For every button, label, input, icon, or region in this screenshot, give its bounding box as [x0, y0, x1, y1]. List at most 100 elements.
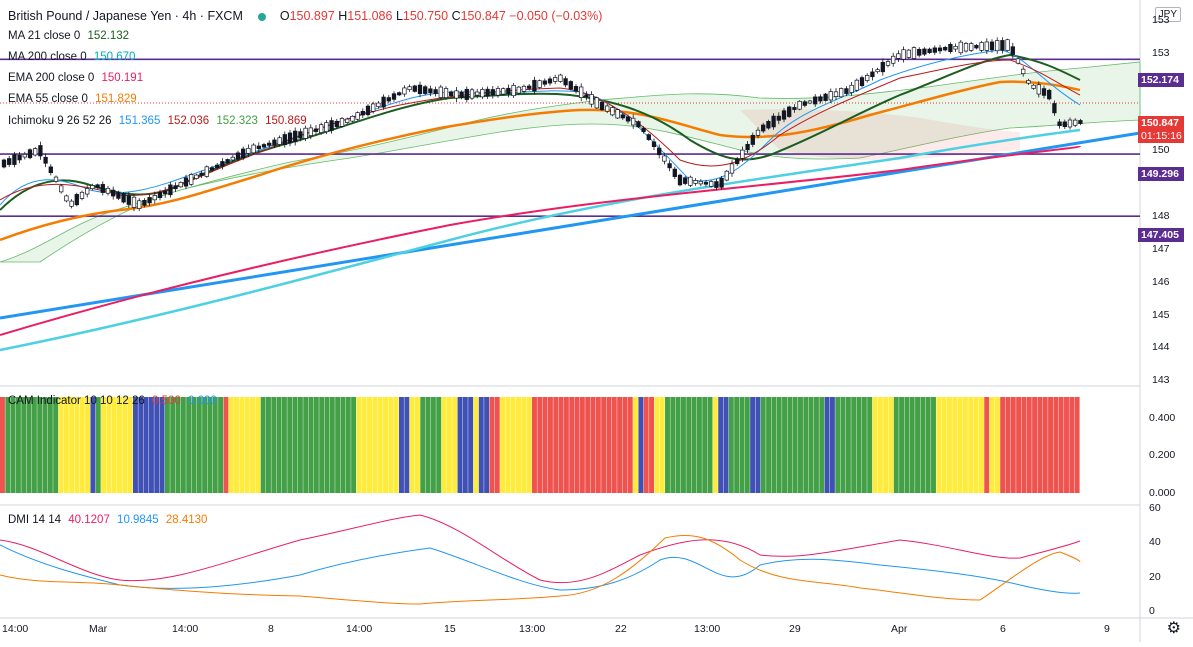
cam-bar: [74, 397, 80, 493]
cam-bar: [1037, 397, 1043, 493]
cam-bar: [851, 397, 857, 493]
candle-body: [963, 43, 969, 52]
candle-body: [1021, 68, 1026, 75]
cam-bar: [899, 397, 905, 493]
candle-body: [423, 86, 428, 94]
cam-bar: [478, 397, 484, 493]
last-price-label: 150.847: [1138, 116, 1184, 130]
cam-bar: [255, 397, 261, 493]
time-tick: 15: [444, 623, 456, 635]
ema200-line: [0, 145, 1081, 336]
candle-body: [360, 110, 365, 116]
dmi-label: DMI 14 14: [8, 514, 62, 526]
cam-bar: [207, 397, 213, 493]
candle-body: [199, 172, 204, 176]
indicator-legend-ma21[interactable]: MA 21 close 0 152.132: [8, 29, 129, 43]
cam-bar: [888, 397, 894, 493]
candle-body: [69, 200, 74, 207]
cam-bar: [271, 397, 277, 493]
cam-bar: [734, 397, 740, 493]
cam-bar: [590, 397, 596, 493]
cam-bar: [345, 397, 351, 493]
cam-bar: [58, 397, 64, 493]
cam-bar: [133, 397, 138, 493]
candle-body: [875, 69, 880, 73]
candle-body: [610, 107, 615, 116]
indicator-name: EMA 200 close 0: [8, 72, 95, 84]
cam-bar: [813, 397, 819, 493]
cam-bar: [234, 397, 240, 493]
candle-body: [1067, 119, 1073, 128]
candle-body: [1010, 46, 1015, 55]
candle-body: [495, 88, 501, 96]
candle-body: [371, 103, 376, 112]
time-tick: 9: [1104, 623, 1110, 635]
cam-bar: [308, 397, 314, 493]
dmi-value: 10.9845: [117, 514, 159, 526]
candle-body: [329, 120, 334, 131]
ohlc-close-label: C: [451, 9, 461, 23]
cam-bar: [606, 397, 612, 493]
cam-bar: [526, 397, 532, 493]
cam-bar: [53, 397, 59, 493]
cam-bar: [452, 397, 458, 493]
cam-bar: [516, 397, 521, 493]
cam-bar: [675, 397, 681, 493]
ohlc-change: −0.050 (−0.03%): [509, 9, 603, 23]
candle-body: [147, 197, 152, 204]
indicator-legend-ma200[interactable]: MA 200 close 0 150.670: [8, 50, 135, 64]
candle-body: [490, 89, 495, 96]
cam-bar: [680, 397, 686, 493]
candle-body: [1047, 89, 1052, 100]
indicator-legend-ema55[interactable]: EMA 55 close 0 151.829: [8, 92, 137, 106]
cam-bar: [122, 397, 128, 493]
candle-body: [298, 131, 303, 139]
cam-bar: [90, 397, 96, 493]
candle-body: [116, 192, 121, 199]
cam-bar: [941, 397, 947, 493]
candle-body: [651, 141, 657, 148]
cam-bar: [622, 397, 628, 493]
dmi-legend[interactable]: DMI 14 14 40.1207 10.9845 28.4130: [8, 513, 207, 527]
indicator-legend-ema200[interactable]: EMA 200 close 0 150.191: [8, 71, 143, 85]
cam-bar: [292, 397, 298, 493]
candle-body: [105, 187, 111, 194]
indicator-value: 150.869: [265, 115, 307, 127]
candle-body: [620, 114, 625, 119]
cam-bar: [303, 397, 309, 493]
candle-body: [683, 177, 688, 184]
indicator-value: 152.132: [87, 30, 130, 42]
candle-body: [313, 128, 319, 132]
candle-body: [449, 91, 454, 97]
cam-bar: [1053, 397, 1059, 493]
cam-bar: [840, 397, 846, 493]
cam-bar: [191, 397, 197, 493]
indicator-name: EMA 55 close 0: [8, 93, 88, 105]
cam-bar: [845, 397, 851, 493]
cam-bar: [877, 397, 883, 493]
candle-body: [927, 48, 932, 53]
gear-icon[interactable]: ⚙: [1166, 620, 1181, 637]
candle-body: [1052, 103, 1057, 114]
cam-bar: [164, 397, 170, 493]
candle-body: [589, 94, 594, 105]
indicator-legend-ichimoku[interactable]: Ichimoku 9 26 52 26 151.365 152.036 152.…: [8, 114, 307, 128]
cam-bar: [393, 397, 399, 493]
cam-bar: [37, 397, 43, 493]
candle-body: [511, 85, 516, 97]
candle-body: [365, 105, 371, 116]
cam-bar: [228, 397, 234, 493]
dmi-value: 28.4130: [165, 514, 208, 526]
cam-legend[interactable]: CAM Indicator 10 10 12 26 0.500 0.000: [8, 394, 217, 408]
candle-body: [33, 148, 38, 156]
cam-bar: [537, 397, 543, 493]
candle-body: [397, 92, 402, 96]
candle-body: [38, 145, 43, 157]
cam-bar: [377, 397, 383, 493]
candle-body: [485, 88, 490, 97]
currency-badge[interactable]: JPY: [1154, 7, 1181, 22]
candle-body: [969, 43, 974, 51]
symbol-title: British Pound / Japanese Yen · 4h · FXCM: [8, 9, 243, 23]
